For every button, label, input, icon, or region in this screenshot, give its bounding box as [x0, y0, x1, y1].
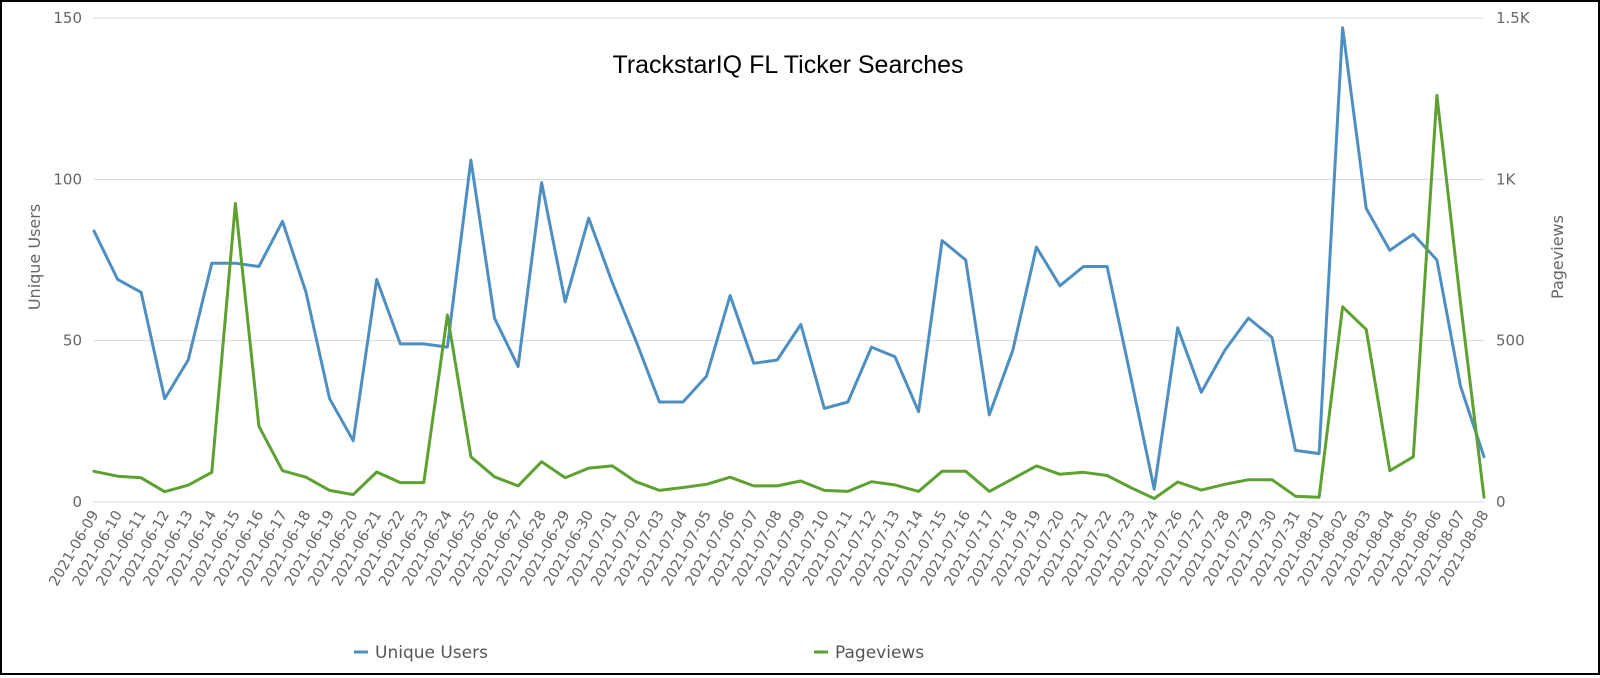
right-tick-label: 0	[1496, 493, 1506, 511]
legend-label: Pageviews	[835, 643, 924, 663]
series-lines	[92, 26, 1486, 500]
legend-label: Unique Users	[375, 643, 488, 663]
gridlines	[94, 17, 1484, 503]
right-axis-ticks: 0 500 1K 1.5K	[1496, 9, 1531, 511]
left-axis-ticks: 0 50 100 150	[53, 9, 82, 511]
left-tick-label: 150	[53, 9, 82, 27]
left-tick-label: 50	[63, 332, 82, 350]
left-tick-label: 0	[72, 493, 82, 511]
legend: Unique Users Pageviews	[354, 643, 924, 663]
left-tick-label: 100	[53, 170, 82, 188]
series-line-pageviews	[92, 93, 1486, 500]
right-tick-label: 1.5K	[1496, 9, 1531, 27]
left-axis-title: Unique Users	[25, 204, 44, 310]
x-axis-ticks: 2021-06-092021-06-102021-06-112021-06-12…	[46, 508, 1492, 589]
right-tick-label: 500	[1496, 332, 1525, 350]
right-axis-title: Pageviews	[1548, 215, 1567, 299]
series-line-unique-users	[92, 26, 1486, 491]
right-tick-label: 1K	[1496, 170, 1517, 188]
chart-title: TrackstarIQ FL Ticker Searches	[612, 51, 963, 79]
